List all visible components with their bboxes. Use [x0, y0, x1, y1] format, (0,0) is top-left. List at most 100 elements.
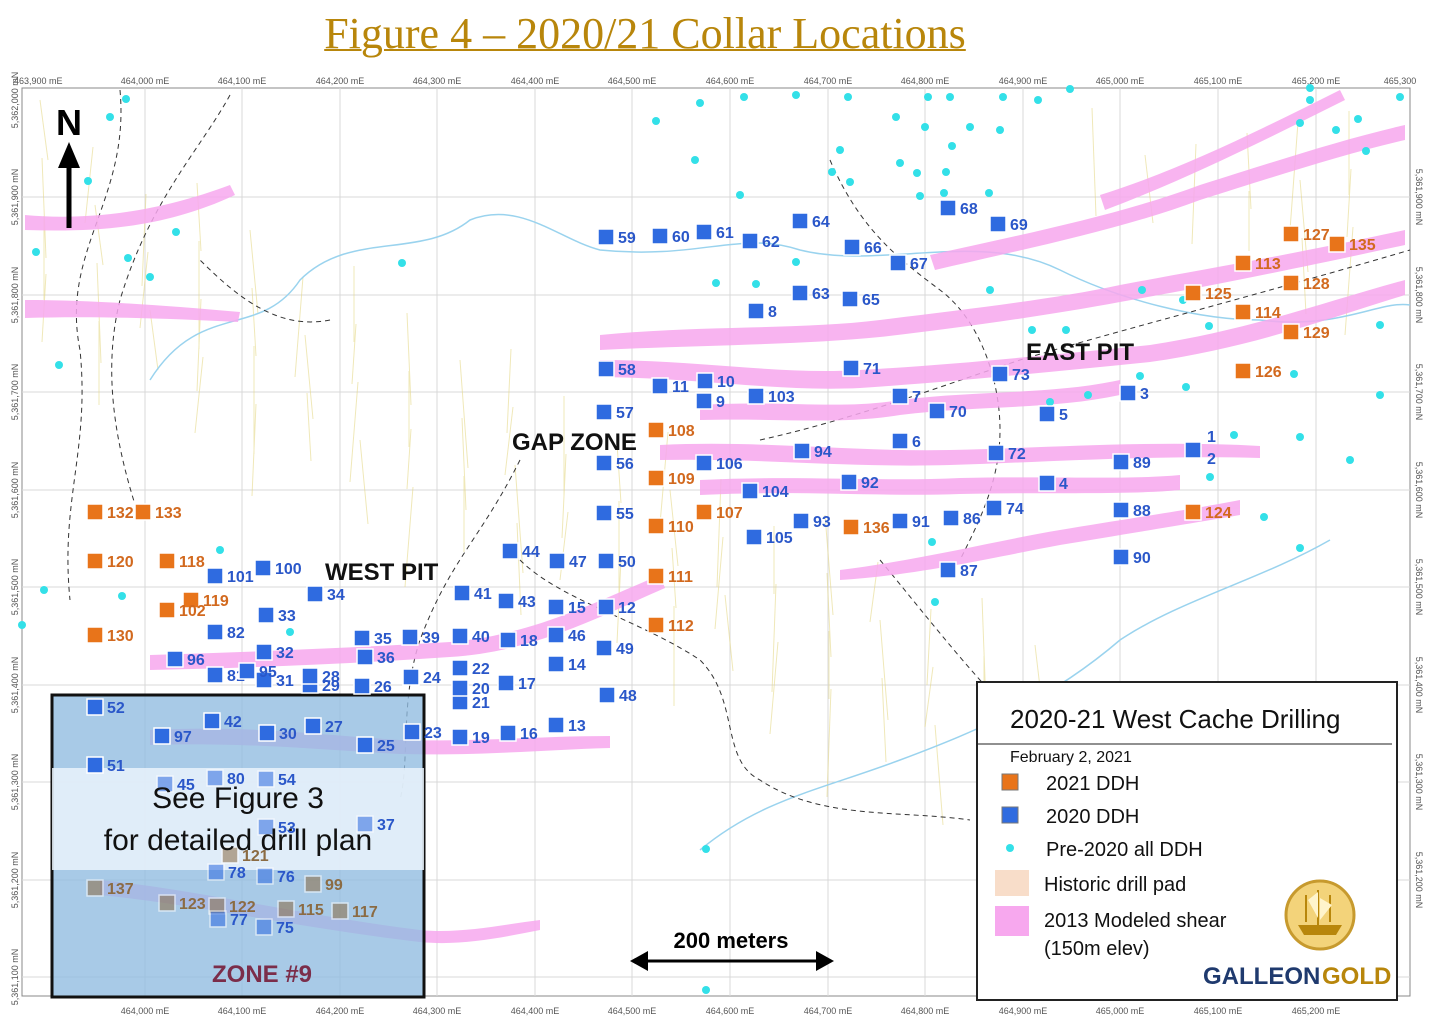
collar-2020-marker: [595, 454, 613, 472]
bottom-tick-label: 464,400 mE: [511, 1006, 560, 1016]
pre-2020-collar-dot: [702, 986, 710, 994]
pre-2020-collar-dot: [1376, 391, 1384, 399]
collar-2020-marker: [402, 668, 420, 686]
collar-2020-marker: [597, 552, 615, 570]
collar-2021-marker: [1282, 323, 1300, 341]
collar-2020-marker: [356, 736, 374, 754]
pre-2020-collar-dot: [948, 142, 956, 150]
collar-2020-marker: [595, 403, 613, 421]
pre-2020-collar-dot: [1260, 513, 1268, 521]
collar-2020-label: 46: [568, 628, 586, 645]
collar-2021-label: 133: [155, 505, 182, 522]
collar-2020-label: 29: [322, 678, 340, 695]
collar-2020-label: 39: [422, 630, 440, 647]
collar-2020-marker: [497, 592, 515, 610]
collar-2020-label: 31: [276, 673, 294, 690]
legend-pad-swatch: [995, 870, 1029, 896]
collar-2020-label: 10: [717, 374, 735, 391]
collar-2021-label: 126: [1255, 364, 1282, 381]
collar-2020-marker: [842, 359, 860, 377]
modeled-shear-zones: [25, 90, 1405, 944]
collar-2020-label: 7: [912, 389, 921, 406]
collar-2020-label: 104: [762, 484, 789, 501]
collar-2021-label: 119: [203, 593, 229, 610]
collar-2020-marker: [166, 650, 184, 668]
collar-2020-label: 101: [227, 569, 254, 586]
collar-2021-marker: [182, 591, 200, 609]
road-8: [199, 259, 331, 323]
collar-2020-label: 67: [910, 256, 928, 273]
collar-2020-marker: [258, 724, 276, 742]
collar-2020-label: 13: [568, 718, 586, 735]
collar-2020-label: 26: [374, 679, 392, 696]
collar-2020-marker: [547, 716, 565, 734]
collar-2021-marker: [1328, 235, 1346, 253]
pre-2020-collar-dot: [924, 93, 932, 101]
coordinate-grid: [22, 88, 1410, 996]
pre-2020-collar-dot: [996, 126, 1004, 134]
collar-2020-label: 50: [618, 554, 636, 571]
legend-pre2020-swatch: [1006, 844, 1014, 852]
pre-2020-collar-dot: [1376, 321, 1384, 329]
top-tick-label: 464,500 mE: [608, 76, 657, 86]
collar-inset-marker: [331, 902, 349, 920]
collar-2020-marker: [791, 212, 809, 230]
collar-2020-marker: [238, 662, 256, 680]
pre-2020-collar-dot: [55, 361, 63, 369]
legend-shear-swatch: [995, 906, 1029, 936]
top-tick-label: 463,900 mE: [14, 76, 63, 86]
collar-2020-label: 16: [520, 726, 538, 743]
collar-2020-label: 66: [864, 240, 882, 257]
collar-2020-marker: [86, 756, 104, 774]
collar-2020-label: 86: [963, 511, 981, 528]
collar-2020-label: 43: [518, 594, 536, 611]
right-tick-labels: 5,361,900 mN 5,361,800 mN 5,361,700 mN 5,36…: [1414, 169, 1424, 909]
collar-2020-marker: [841, 290, 859, 308]
collar-inset-label: 76: [277, 869, 295, 886]
collar-2021-marker: [1184, 284, 1202, 302]
collar-inset-marker: [209, 910, 227, 928]
left-tick-label: 5,361,200 mN: [10, 852, 20, 909]
road-6: [829, 159, 1001, 561]
collar-2020-label: 87: [960, 563, 978, 580]
top-tick-labels: 463,900 mE 464,000 mE 464,100 mE 464,200 mE…: [14, 76, 1416, 86]
left-tick-label: 5,361,100 mN: [10, 949, 20, 1006]
pre-2020-collar-dot: [652, 117, 660, 125]
collar-2020-marker: [791, 284, 809, 302]
right-tick-label: 5,361,800 mN: [1414, 267, 1424, 324]
top-tick-label: 464,600 mE: [706, 76, 755, 86]
pre-2020-collar-dot: [828, 168, 836, 176]
gap-zone-label: GAP ZONE: [512, 429, 637, 456]
left-tick-label: 5,361,600 mN: [10, 462, 20, 519]
right-tick-label: 5,361,600 mN: [1414, 462, 1424, 519]
collar-2020-label: 63: [812, 286, 830, 303]
pre-2020-collar-dot: [1354, 115, 1362, 123]
collar-2020-marker: [598, 686, 616, 704]
collar-2021-marker: [134, 503, 152, 521]
collar-2020-label: 71: [863, 361, 881, 378]
legend-date: February 2, 2021: [1010, 749, 1132, 766]
collar-2020-label: 56: [616, 456, 634, 473]
collar-2020-marker: [153, 727, 171, 745]
collar-2021-label: 135: [1349, 237, 1376, 254]
collar-2020-label: 3: [1140, 386, 1149, 403]
see-figure-line2: for detailed drill plan: [104, 824, 373, 857]
collar-2020-marker: [206, 567, 224, 585]
collar-2020-label: 41: [474, 586, 492, 603]
pre-2020-collar-dot: [1346, 456, 1354, 464]
pre-2020-collar-dot: [1296, 433, 1304, 441]
pre-2020-collar-dot: [846, 178, 854, 186]
collar-2020-marker: [942, 509, 960, 527]
collar-2020-marker: [453, 584, 471, 602]
pre-2020-collar-dot: [1034, 96, 1042, 104]
collar-2021-label: 114: [1255, 305, 1281, 322]
collar-2020-marker: [451, 728, 469, 746]
shear-4: [930, 125, 1405, 270]
top-tick-label: 465,200 mE: [1292, 76, 1341, 86]
north-arrow-icon: N: [56, 102, 82, 228]
pre-2020-collar-dot: [913, 169, 921, 177]
collar-2020-marker: [547, 655, 565, 673]
pre-2020-collar-dot: [946, 93, 954, 101]
collar-2020-marker: [548, 552, 566, 570]
